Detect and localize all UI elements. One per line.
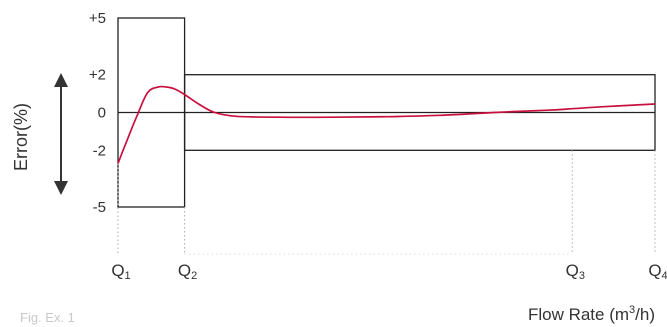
y-tick-label: 0 (98, 105, 106, 122)
flow-label-q1: Q1 (111, 261, 130, 282)
y-tick-labels: +5 +2 0 -2 -5 (89, 10, 106, 216)
y-tick-label: -2 (93, 142, 106, 159)
y-tick-label: +2 (89, 67, 106, 84)
y-axis-title: Error(%) (11, 103, 31, 171)
error-curve-line (117, 85, 656, 164)
flow-rate-labels: Q1 Q2 Q3 Q4 (111, 261, 667, 282)
y-tick-label: +5 (89, 10, 106, 27)
flow-rate-guides (117, 150, 656, 255)
x-axis-title: Flow Rate (m3/h) (528, 304, 655, 324)
flow-label-q4: Q4 (648, 261, 667, 282)
flow-label-q2: Q2 (178, 261, 197, 282)
tolerance-zones (117, 17, 656, 208)
figure-caption: Fig. Ex. 1 (20, 310, 75, 325)
flow-label-q3: Q3 (566, 261, 585, 282)
y-tick-label: -5 (93, 199, 106, 216)
